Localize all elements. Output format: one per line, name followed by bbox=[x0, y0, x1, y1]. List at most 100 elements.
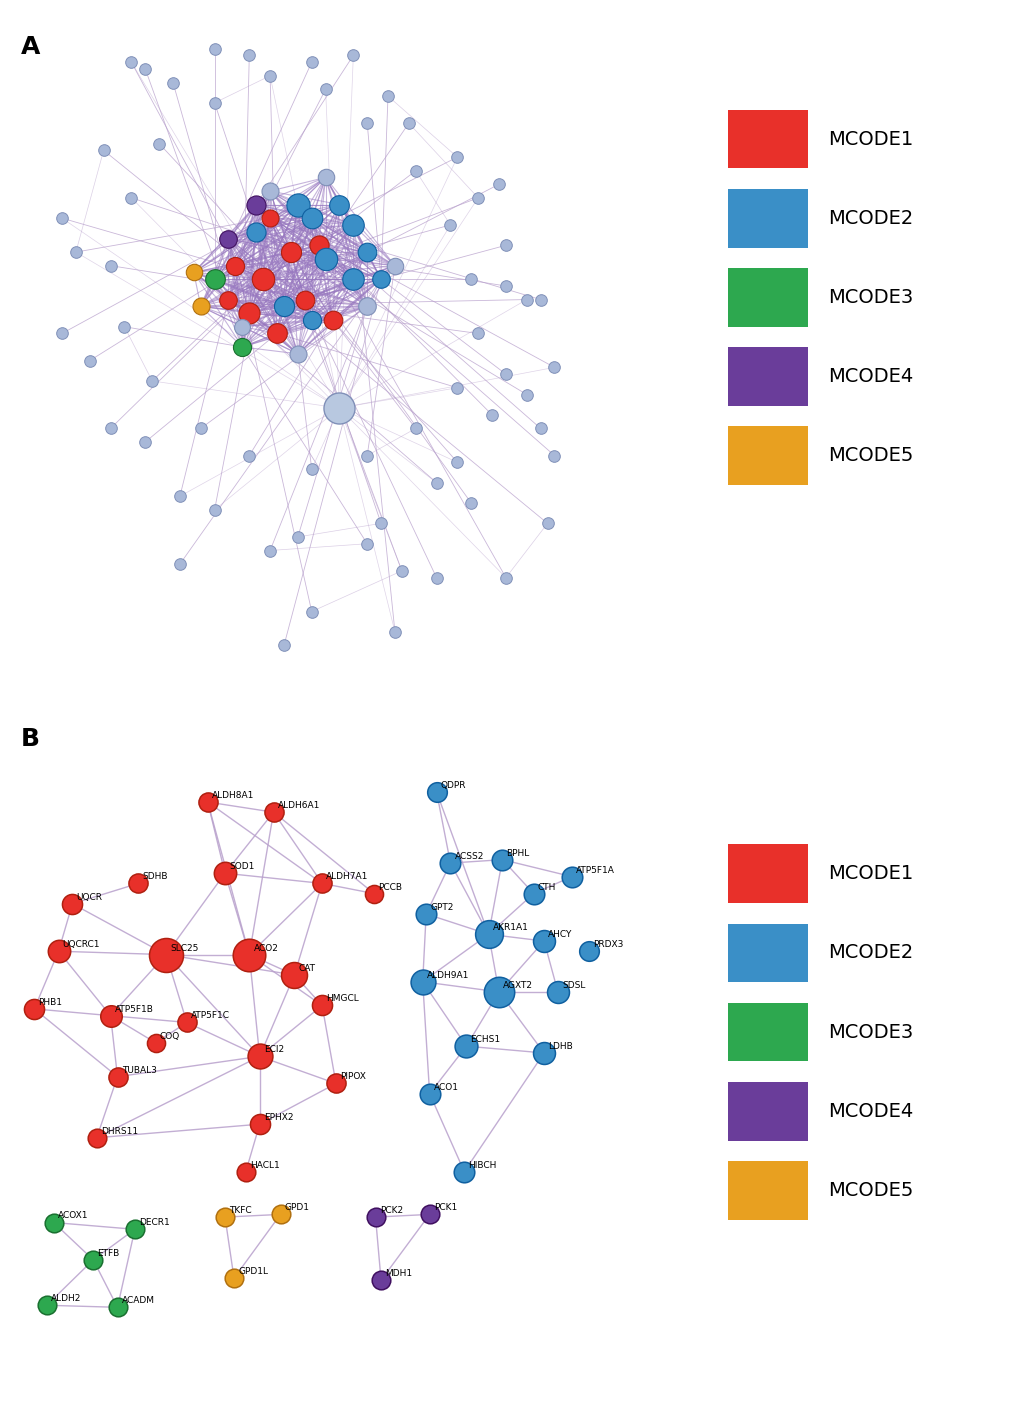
Point bbox=[234, 336, 251, 359]
Point bbox=[418, 903, 434, 926]
Point bbox=[240, 444, 257, 466]
Point bbox=[448, 146, 465, 168]
Point bbox=[314, 872, 330, 894]
Point bbox=[240, 302, 257, 325]
Point bbox=[67, 240, 84, 263]
Point bbox=[428, 567, 444, 589]
Point bbox=[225, 1267, 242, 1290]
Text: ACOX1: ACOX1 bbox=[58, 1211, 89, 1221]
Point bbox=[532, 288, 548, 311]
Point bbox=[549, 981, 566, 1003]
Text: MCODE2: MCODE2 bbox=[827, 209, 913, 227]
Text: ECHS1: ECHS1 bbox=[470, 1036, 500, 1044]
Point bbox=[310, 235, 326, 257]
Text: SOD1: SOD1 bbox=[229, 862, 255, 872]
Text: GPT2: GPT2 bbox=[430, 903, 453, 911]
Bar bbox=[728, 427, 807, 485]
Text: EPHX2: EPHX2 bbox=[264, 1113, 293, 1122]
Bar bbox=[728, 1003, 807, 1061]
Point bbox=[275, 295, 291, 318]
Point bbox=[123, 187, 140, 209]
Text: LDHB: LDHB bbox=[547, 1041, 573, 1051]
Point bbox=[206, 92, 222, 114]
Point bbox=[262, 540, 278, 562]
Bar bbox=[728, 189, 807, 247]
Point bbox=[275, 634, 291, 657]
Point bbox=[304, 601, 320, 623]
Text: ATP5F1A: ATP5F1A bbox=[576, 866, 614, 875]
Point bbox=[82, 349, 98, 372]
Point bbox=[535, 1041, 551, 1064]
Text: B: B bbox=[20, 728, 40, 752]
Text: ATP5F1B: ATP5F1B bbox=[114, 1005, 154, 1013]
Text: MCODE3: MCODE3 bbox=[827, 288, 913, 307]
Point bbox=[497, 274, 514, 297]
Point bbox=[217, 1205, 233, 1228]
Point bbox=[497, 363, 514, 386]
Text: ALDH9A1: ALDH9A1 bbox=[426, 971, 469, 979]
Text: PRDX3: PRDX3 bbox=[593, 940, 623, 950]
Point bbox=[344, 44, 361, 66]
Text: DHRS11: DHRS11 bbox=[101, 1126, 138, 1136]
Text: SDSL: SDSL bbox=[561, 981, 585, 991]
Point bbox=[497, 567, 514, 589]
Point bbox=[408, 160, 424, 182]
Point bbox=[490, 981, 506, 1003]
Point bbox=[344, 213, 361, 236]
Point bbox=[331, 397, 347, 420]
Point bbox=[317, 78, 333, 100]
Point bbox=[272, 1202, 288, 1225]
Point bbox=[185, 261, 202, 284]
Point bbox=[458, 1034, 474, 1057]
Text: MCODE5: MCODE5 bbox=[827, 1181, 913, 1200]
Text: UQCR: UQCR bbox=[76, 893, 103, 901]
Point bbox=[386, 620, 403, 643]
Point bbox=[564, 865, 580, 887]
Text: PCCB: PCCB bbox=[378, 883, 401, 892]
Point bbox=[206, 268, 222, 291]
Text: A: A bbox=[20, 35, 40, 59]
Point bbox=[289, 526, 306, 548]
Point bbox=[470, 187, 486, 209]
Point bbox=[109, 1296, 125, 1318]
Text: CTH: CTH bbox=[537, 883, 555, 892]
Bar bbox=[728, 110, 807, 168]
Bar bbox=[728, 268, 807, 326]
Point bbox=[206, 37, 222, 59]
Point bbox=[26, 998, 43, 1020]
Point bbox=[317, 167, 333, 189]
Point bbox=[366, 882, 382, 904]
Point bbox=[304, 206, 320, 229]
Text: ACADM: ACADM bbox=[121, 1296, 155, 1306]
Text: MDH1: MDH1 bbox=[385, 1269, 412, 1279]
Point bbox=[359, 112, 375, 134]
Point bbox=[518, 383, 534, 406]
Text: PCK2: PCK2 bbox=[379, 1207, 403, 1215]
Point bbox=[265, 801, 281, 824]
Text: ALDH2: ALDH2 bbox=[51, 1294, 82, 1303]
Bar bbox=[728, 845, 807, 903]
Point bbox=[581, 940, 597, 962]
Text: MCODE1: MCODE1 bbox=[827, 130, 913, 148]
Point bbox=[428, 780, 444, 803]
Point bbox=[546, 356, 562, 379]
Point bbox=[126, 1218, 143, 1241]
Text: QDPR: QDPR bbox=[440, 781, 466, 790]
Point bbox=[327, 1072, 343, 1095]
Point bbox=[46, 1211, 62, 1234]
Text: GPD1: GPD1 bbox=[284, 1204, 310, 1212]
Text: HMGCL: HMGCL bbox=[326, 995, 359, 1003]
Text: MCODE2: MCODE2 bbox=[827, 944, 913, 962]
Text: DECR1: DECR1 bbox=[139, 1218, 169, 1228]
Point bbox=[463, 492, 479, 514]
Text: HACL1: HACL1 bbox=[250, 1160, 279, 1170]
Point bbox=[151, 133, 167, 155]
Point bbox=[85, 1249, 101, 1272]
Point bbox=[304, 458, 320, 480]
Point bbox=[421, 1202, 437, 1225]
Point bbox=[102, 417, 118, 439]
Point bbox=[455, 1160, 472, 1183]
Text: AKR1A1: AKR1A1 bbox=[492, 923, 528, 933]
Point bbox=[539, 512, 555, 534]
Point bbox=[255, 268, 271, 291]
